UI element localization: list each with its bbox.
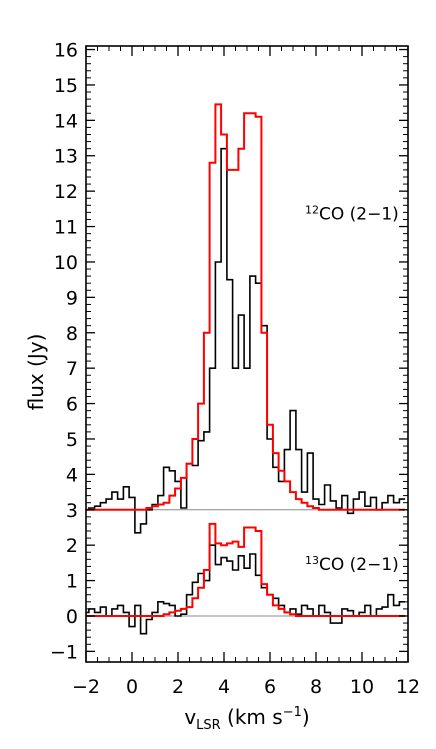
x-label-sub: LSR	[196, 718, 221, 733]
x-tick-label: −2	[72, 676, 100, 698]
x-label-units: (km s	[221, 705, 283, 729]
y-tick-label: 8	[66, 323, 78, 345]
annotations: 12CO (2−1)13CO (2−1)	[305, 203, 399, 574]
spectrum-line-3	[86, 544, 406, 635]
plot-frame	[85, 45, 409, 663]
line-label: CO (2−1)	[319, 555, 399, 575]
y-tick-label: 5	[66, 429, 78, 451]
x-tick-label: 6	[264, 676, 276, 698]
y-tick-label: 9	[66, 287, 78, 309]
spectrum-line-2	[86, 103, 406, 511]
x-tick-label: 8	[310, 676, 322, 698]
x-tick-label: 2	[172, 676, 184, 698]
spectrum-line-4	[86, 522, 406, 617]
y-tick-label: 7	[66, 358, 78, 380]
y-tick-label: 11	[54, 217, 78, 239]
isotope-superscript: 12	[305, 203, 319, 216]
x-tick-label: 0	[126, 676, 138, 698]
y-tick-label: 13	[54, 146, 78, 168]
y-axis-label: flux (Jy)	[24, 334, 48, 411]
y-tick-label: 3	[66, 500, 78, 522]
y-tick-label: 1	[66, 571, 78, 593]
spectrum-annotation: 12CO (2−1)	[305, 203, 399, 224]
x-tick-label: 4	[218, 676, 230, 698]
isotope-superscript: 13	[305, 554, 319, 567]
x-label-exp: −1	[283, 705, 302, 720]
x-tick-labels: −2 0 2 4 6 8 10 12	[72, 676, 420, 698]
y-tick-label: 4	[66, 464, 78, 486]
x-tick-label: 10	[350, 676, 374, 698]
spectra	[86, 103, 406, 635]
y-tick-label: 6	[66, 394, 78, 416]
y-tick-label: 15	[54, 75, 78, 97]
y-tick-label: 12	[54, 181, 78, 203]
y-tick-label: 14	[54, 110, 78, 132]
x-axis-label: vLSR (km s−1)	[184, 705, 309, 733]
x-tick-label: 12	[396, 676, 420, 698]
y-tick-label: 16	[54, 40, 78, 62]
x-label-close: )	[302, 705, 310, 729]
axis-ticks	[85, 46, 409, 662]
line-label: CO (2−1)	[319, 204, 399, 224]
y-tick-label: 2	[66, 535, 78, 557]
y-tick-label: 0	[66, 606, 78, 628]
y-tick-label: 10	[54, 252, 78, 274]
y-tick-label: −1	[50, 641, 78, 663]
spectrum-line-1	[86, 147, 406, 534]
x-label-base: v	[184, 705, 196, 729]
spectrum-annotation: 13CO (2−1)	[305, 554, 399, 575]
